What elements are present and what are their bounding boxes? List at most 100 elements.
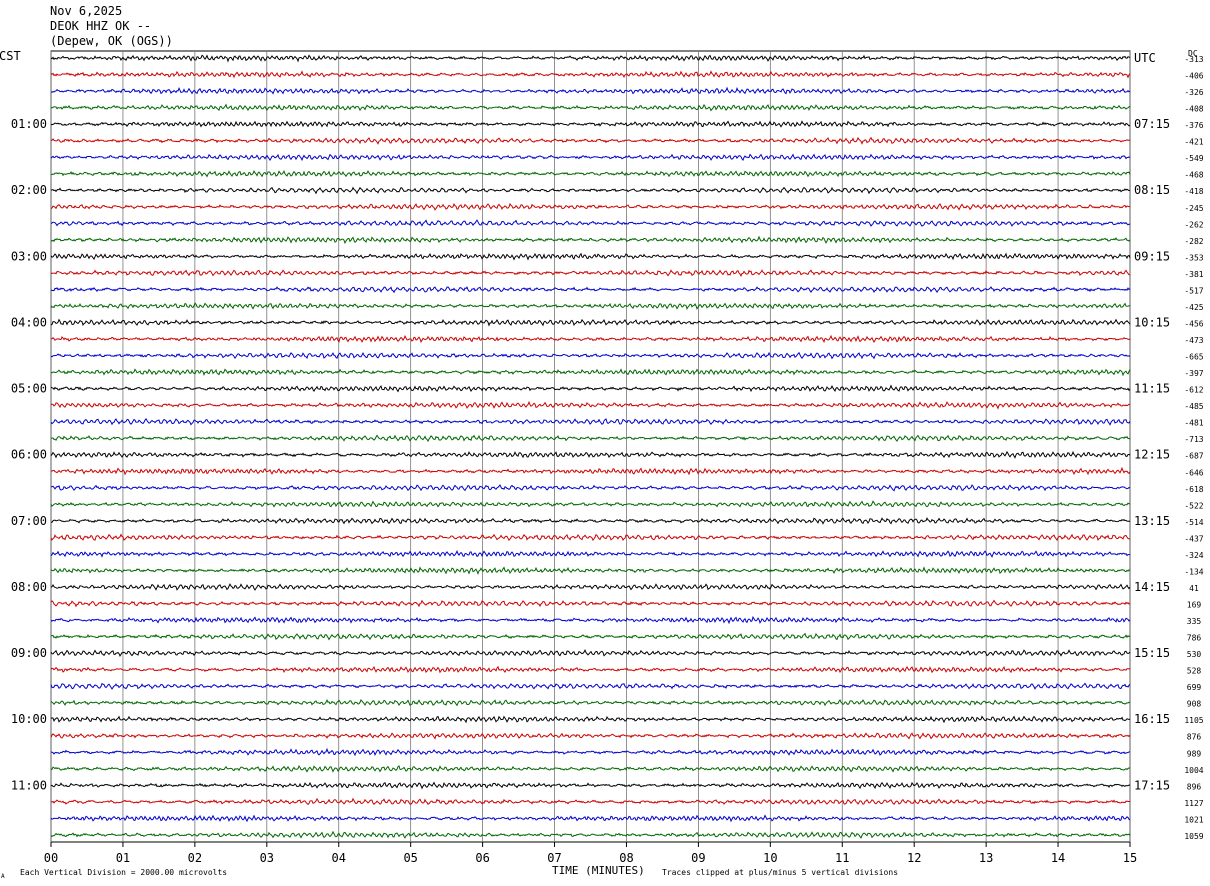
- dc-offset-label: -324: [1184, 551, 1203, 560]
- seismic-trace: [50, 418, 1131, 426]
- seismic-trace: [50, 747, 1131, 757]
- seismic-trace: [50, 203, 1131, 211]
- seismic-trace: [50, 120, 1131, 128]
- x-tick-label: 09: [691, 851, 705, 865]
- seismic-trace: [50, 54, 1131, 63]
- dc-offset-label: -522: [1184, 501, 1203, 510]
- dc-offset-label: 989: [1187, 749, 1202, 758]
- dc-offset-label: -313: [1184, 55, 1203, 64]
- corner-mark: A: [1, 873, 5, 880]
- dc-offset-label: 896: [1187, 782, 1202, 791]
- seismic-trace: [50, 334, 1131, 343]
- dc-offset-label: 528: [1187, 667, 1202, 676]
- right-hour-label: 15:15: [1134, 646, 1170, 660]
- seismic-trace: [50, 450, 1131, 459]
- dc-offset-label: -406: [1184, 72, 1203, 81]
- left-timezone-label: CST: [0, 49, 21, 63]
- seismic-trace: [50, 466, 1131, 476]
- dc-offset-label: -473: [1184, 336, 1203, 345]
- x-tick-label: 07: [547, 851, 561, 865]
- seismic-trace: [50, 599, 1131, 608]
- dc-offset-label: 530: [1187, 650, 1202, 659]
- left-hour-label: 08:00: [11, 580, 47, 594]
- dc-offset-label: -456: [1184, 319, 1203, 328]
- dc-offset-label: 335: [1187, 617, 1202, 626]
- dc-offset-label: 786: [1187, 634, 1202, 643]
- right-hour-label: UTC: [1134, 51, 1156, 65]
- seismic-trace: [50, 500, 1131, 508]
- left-hour-label: 06:00: [11, 448, 47, 462]
- dc-offset-label: -418: [1184, 187, 1203, 196]
- seismic-trace: [50, 484, 1131, 492]
- seismic-trace: [50, 550, 1131, 558]
- seismic-trace: [50, 153, 1131, 162]
- right-hour-label: 17:15: [1134, 778, 1170, 792]
- x-tick-label: 04: [332, 851, 346, 865]
- dc-offset-label: -517: [1184, 286, 1203, 295]
- right-hour-label: 11:15: [1134, 382, 1170, 396]
- seismic-trace: [50, 86, 1131, 95]
- left-hour-label: 11:00: [11, 778, 47, 792]
- seismic-trace: [50, 797, 1131, 806]
- seismic-trace: [50, 632, 1131, 641]
- seismic-trace: [50, 351, 1131, 360]
- seismic-trace: [50, 302, 1131, 311]
- dc-offset-label: -549: [1184, 154, 1203, 163]
- seismic-trace: [50, 252, 1131, 261]
- seismic-trace: [50, 384, 1131, 393]
- x-tick-label: 14: [1051, 851, 1065, 865]
- station-label: DEOK HHZ OK --: [50, 19, 152, 33]
- dc-offset-label: 1059: [1184, 832, 1203, 841]
- dc-offset-label: -326: [1184, 88, 1203, 97]
- right-hour-label: 08:15: [1134, 183, 1170, 197]
- left-hour-label: 05:00: [11, 382, 47, 396]
- left-hour-label: 07:00: [11, 514, 47, 528]
- seismic-trace: [50, 400, 1131, 410]
- seismic-trace: [50, 781, 1131, 790]
- seismic-trace: [50, 682, 1131, 690]
- seismic-trace: [50, 269, 1131, 277]
- seismic-trace: [50, 103, 1131, 112]
- location-label: (Depew, OK (OGS)): [50, 34, 173, 48]
- dc-offset-label: 876: [1187, 733, 1202, 742]
- dc-offset-label: 41: [1189, 584, 1199, 593]
- dc-header-label: DC: [1188, 49, 1198, 58]
- seismic-trace: [50, 649, 1131, 657]
- x-tick-label: 08: [619, 851, 633, 865]
- right-hour-label: 13:15: [1134, 514, 1170, 528]
- vertical-division-note: Each Vertical Division = 2000.00 microvo…: [20, 868, 227, 877]
- seismic-trace: [50, 615, 1131, 625]
- dc-offset-label: -687: [1184, 452, 1203, 461]
- x-tick-label: 10: [763, 851, 777, 865]
- x-tick-label: 01: [116, 851, 130, 865]
- dc-offset-label: -421: [1184, 138, 1203, 147]
- seismic-trace: [50, 318, 1131, 327]
- date-label: Nov 6,2025: [50, 4, 123, 18]
- dc-offset-label: -262: [1184, 220, 1203, 229]
- seismic-trace: [50, 286, 1131, 294]
- dc-offset-label: -134: [1184, 567, 1203, 576]
- dc-offset-label: -665: [1184, 353, 1203, 362]
- seismic-trace: [50, 368, 1131, 377]
- dc-offset-label: 1021: [1184, 815, 1203, 824]
- dc-offset-label: -353: [1184, 253, 1203, 262]
- axis-labels: CST DC TIME (MINUTES) Each Vertical Divi…: [0, 49, 1204, 880]
- seismic-trace: [50, 715, 1130, 724]
- x-tick-label: 03: [260, 851, 274, 865]
- seismic-trace: [50, 70, 1131, 79]
- dc-offset-label: -485: [1184, 402, 1203, 411]
- left-hour-label: 03:00: [11, 249, 47, 263]
- x-tick-label: 13: [979, 851, 993, 865]
- dc-offset-label: -397: [1184, 369, 1203, 378]
- dc-offset-label: -376: [1184, 121, 1203, 130]
- x-tick-label: 05: [403, 851, 417, 865]
- dc-offset-label: 169: [1187, 600, 1202, 609]
- left-hour-label: 04:00: [11, 315, 47, 329]
- left-hour-label: 01:00: [11, 117, 47, 131]
- right-hour-label: 10:15: [1134, 315, 1170, 329]
- dc-offset-label: -713: [1184, 435, 1203, 444]
- dc-offset-label: -514: [1184, 518, 1203, 527]
- x-tick-label: 11: [835, 851, 849, 865]
- seismic-trace: [50, 219, 1131, 227]
